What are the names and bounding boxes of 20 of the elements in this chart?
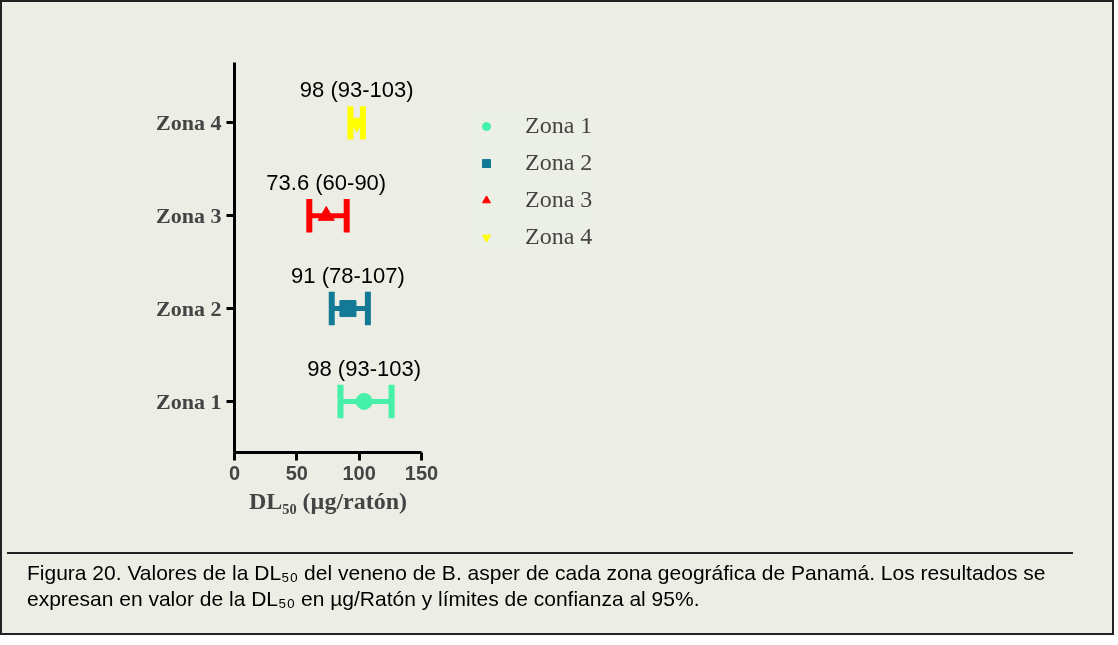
point <box>355 392 373 410</box>
legend-label: Zona 3 <box>525 186 593 213</box>
x-tick-label: 100 <box>342 461 376 484</box>
y-tick-label: Zona 1 <box>156 388 222 414</box>
y-tick-label: Zona 4 <box>156 110 222 136</box>
y-tick-label: Zona 2 <box>156 296 222 322</box>
x-tick-label: 0 <box>228 461 241 484</box>
legend-label: Zona 4 <box>525 223 593 250</box>
annotation: 73.6 (60-90) <box>266 170 387 196</box>
y-tick-label: Zona 3 <box>156 203 222 229</box>
x-tick-label: 50 <box>285 461 308 484</box>
annotation: 98 (93-103) <box>307 356 422 381</box>
annotation: 91 (78-107) <box>291 263 405 289</box>
legend-label: Zona 1 <box>525 112 593 139</box>
point <box>339 300 357 318</box>
x-tick-label: 150 <box>404 461 439 484</box>
legend-label: Zona 2 <box>525 149 593 176</box>
annotation: 98 (93-103) <box>299 77 414 103</box>
x-axis-title: DL₅₀ (µg/ratón) <box>248 487 408 514</box>
text: Figura 20. Valores de la DL₅₀ del veneno de B. asper de cada zona geográfica de Panamá. Los resultados se expresan en valor de la DL₅₀ en µg/Ratón y límites de confianza al 95%. <box>27 560 1047 613</box>
